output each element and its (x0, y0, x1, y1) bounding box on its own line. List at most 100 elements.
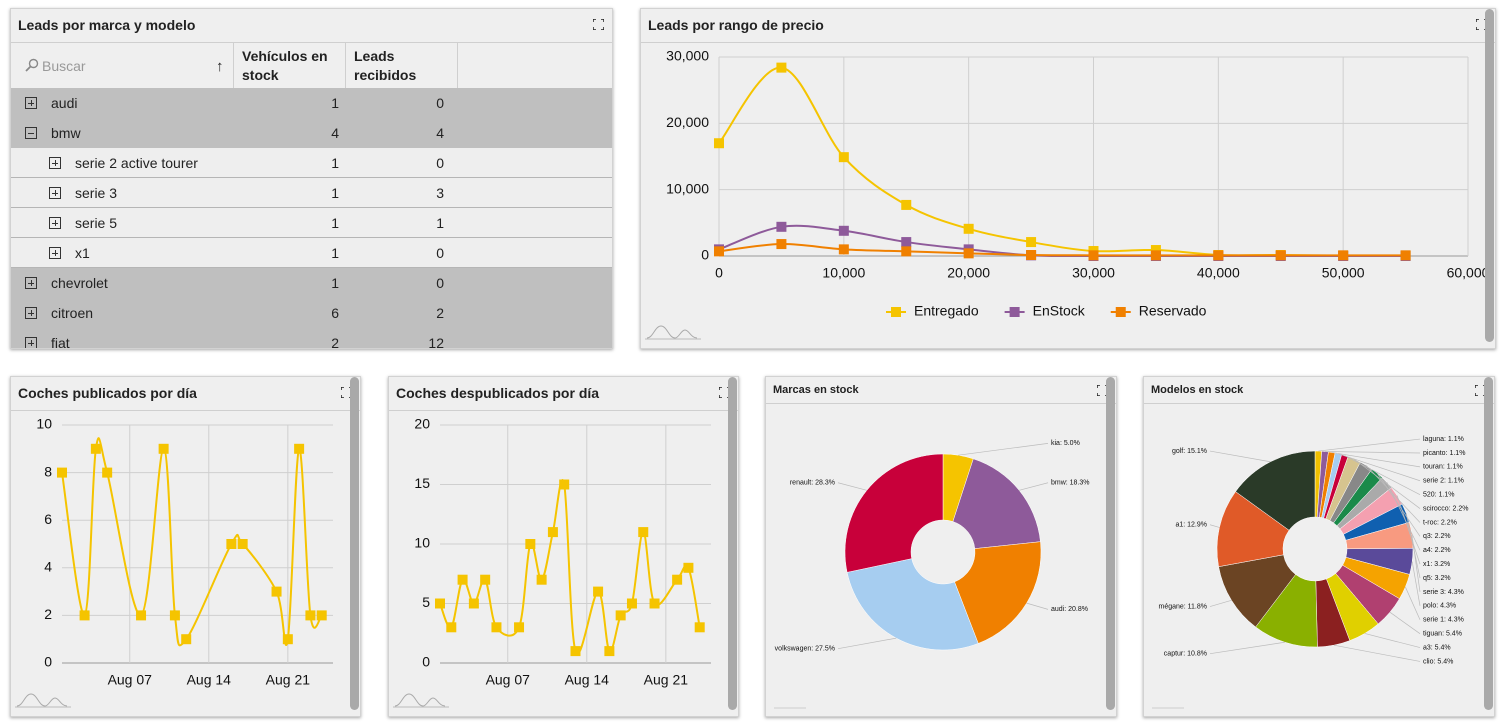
search-icon (25, 58, 39, 72)
x-tick-label: Aug 14 (565, 672, 610, 688)
row-label: chevrolet (51, 275, 108, 291)
expand-icon[interactable] (593, 19, 604, 30)
pie-slice (846, 558, 979, 651)
expand-toggle[interactable] (25, 127, 37, 139)
point-marker (136, 610, 147, 621)
slice-label: golf: 15.1% (1172, 448, 1207, 455)
point-marker (102, 467, 113, 478)
expand-toggle[interactable] (25, 277, 37, 289)
expand-toggle[interactable] (49, 187, 61, 199)
point-marker (446, 622, 457, 633)
slice-label: captur: 10.8% (1164, 651, 1207, 658)
point-marker (57, 467, 67, 478)
slice-label: clio: 5.4% (1423, 658, 1453, 665)
point-marker (776, 62, 787, 73)
expand-toggle[interactable] (25, 307, 37, 319)
column-header[interactable]: Leads recibidos (346, 43, 458, 88)
leader-line (1344, 455, 1421, 495)
scrollbar[interactable] (350, 377, 359, 710)
stock-cell: 1 (331, 95, 339, 111)
x-tick-label: 10,000 (822, 265, 865, 281)
point-marker (838, 152, 849, 163)
table-header: Buscar ↑ Vehículos en stock Leads recibi… (11, 43, 612, 89)
chart-panel: Coches publicados por día 0 2 4 6 8 10 Aug 07 Au… (10, 376, 361, 717)
leader-line (837, 637, 897, 650)
leads-cell: 0 (436, 245, 444, 261)
leader-line (1354, 458, 1421, 509)
leader-line (1019, 482, 1049, 491)
leader-line (1411, 535, 1421, 593)
search-placeholder[interactable]: Buscar (42, 58, 86, 74)
point-marker (525, 539, 536, 549)
point-marker (604, 646, 615, 657)
chart-panel: Leads por rango de precio 0 10,000 20,000 30… (640, 8, 1496, 349)
scrollbar[interactable] (728, 377, 737, 710)
expand-toggle[interactable] (25, 337, 37, 348)
slice-label: t-roc: 2.2% (1423, 519, 1457, 526)
slice-label: laguna: 1.1% (1423, 436, 1464, 443)
x-tick-label: 40,000 (1197, 265, 1240, 281)
point-marker (1026, 237, 1037, 248)
y-tick-label: 20,000 (666, 114, 709, 130)
slice-label: touran: 1.1% (1423, 464, 1463, 471)
point-marker (963, 223, 974, 234)
row-label: serie 5 (75, 215, 118, 231)
row-label: fiat (51, 335, 70, 349)
slice-label: serie 3: 4.3% (1423, 589, 1464, 596)
slice-label: a4: 2.2% (1423, 547, 1451, 554)
y-tick-label: 0 (422, 654, 430, 670)
leader-line (1405, 512, 1421, 579)
point-marker (468, 598, 479, 609)
slice-label: tiguan: 5.4% (1423, 631, 1462, 638)
expand-toggle[interactable] (49, 157, 61, 169)
point-marker (776, 221, 787, 232)
y-tick-label: 10 (414, 535, 430, 551)
series-line (61, 437, 323, 647)
point-marker (514, 622, 525, 633)
point-marker (672, 574, 683, 585)
x-tick-label: Aug 21 (644, 672, 689, 688)
scrollbar[interactable] (1484, 377, 1493, 710)
legend-marker (1009, 307, 1020, 317)
scrollbar[interactable] (1485, 9, 1494, 342)
slice-label: picanto: 1.1% (1423, 450, 1465, 457)
point-marker (457, 574, 468, 585)
y-tick-label: 10,000 (666, 180, 709, 196)
panel-title: Marcas en stock (766, 377, 1116, 404)
stock-cell: 1 (331, 245, 339, 261)
point-marker (1213, 250, 1224, 261)
leads-cell: 3 (436, 185, 444, 201)
slice-label: mégane: 11.8% (1158, 603, 1207, 610)
leader-line (958, 443, 1049, 456)
point-marker (638, 527, 649, 538)
stock-cell: 4 (331, 125, 339, 141)
stock-cell: 2 (331, 335, 339, 349)
column-header[interactable]: Vehículos en stock (234, 43, 346, 88)
y-tick-label: 0 (44, 654, 52, 670)
point-marker (559, 479, 570, 490)
point-marker (316, 610, 327, 621)
model-row: serie 3 1 3 (11, 178, 612, 208)
search-cell[interactable]: Buscar ↑ (11, 43, 234, 88)
sort-icon[interactable]: ↑ (216, 58, 224, 75)
chart: laguna: 1.1% picanto: 1.1% touran: 1.1% ser… (1152, 436, 1469, 709)
panel-title: Coches despublicados por día (389, 377, 738, 411)
leader-line (1318, 438, 1421, 452)
leads-cell: 4 (436, 125, 444, 141)
stock-cell: 1 (331, 155, 339, 171)
logo (646, 325, 698, 339)
table-body: audi 1 0 bmw 4 4 serie 2 active tourer 1 0 serie … (11, 88, 612, 349)
point-marker (226, 539, 237, 549)
y-tick-label: 8 (44, 463, 52, 479)
scrollbar[interactable] (1106, 377, 1115, 710)
leads-cell: 1 (436, 215, 444, 231)
expand-toggle[interactable] (49, 247, 61, 259)
expand-toggle[interactable] (25, 97, 37, 109)
leader-line (1209, 450, 1271, 463)
expand-toggle[interactable] (49, 217, 61, 229)
y-tick-label: 30,000 (666, 48, 709, 64)
leads-cell: 2 (436, 305, 444, 321)
leader-line (1325, 451, 1421, 454)
row-label: audi (51, 95, 78, 111)
